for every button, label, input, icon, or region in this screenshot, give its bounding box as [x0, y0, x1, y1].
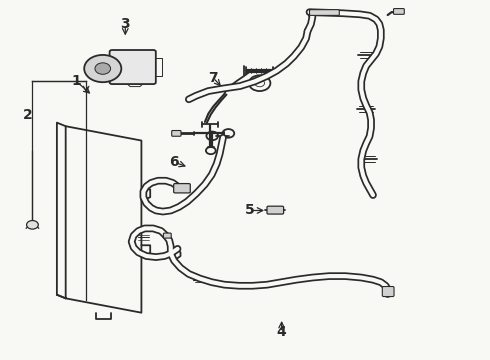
FancyBboxPatch shape	[173, 184, 190, 193]
FancyBboxPatch shape	[110, 50, 156, 84]
Text: 4: 4	[277, 325, 287, 339]
Circle shape	[26, 221, 38, 229]
Circle shape	[95, 63, 111, 74]
Text: 1: 1	[72, 75, 81, 89]
Text: 2: 2	[23, 108, 32, 122]
FancyBboxPatch shape	[163, 233, 171, 238]
Text: 5: 5	[245, 203, 255, 217]
FancyBboxPatch shape	[267, 206, 284, 214]
FancyBboxPatch shape	[393, 9, 404, 14]
Text: 6: 6	[170, 155, 179, 169]
FancyBboxPatch shape	[172, 131, 181, 136]
FancyBboxPatch shape	[310, 10, 339, 15]
Text: 3: 3	[121, 17, 130, 31]
Text: 7: 7	[208, 71, 218, 85]
Circle shape	[84, 55, 122, 82]
FancyBboxPatch shape	[382, 287, 394, 297]
